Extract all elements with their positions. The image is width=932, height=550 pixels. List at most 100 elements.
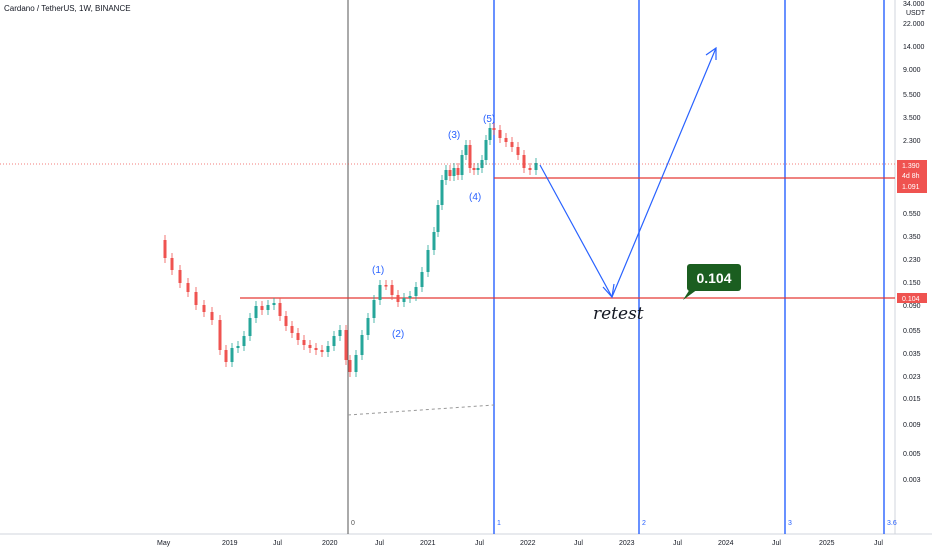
candle-body: [534, 163, 538, 170]
candle-body: [432, 232, 436, 250]
candle-body: [163, 240, 167, 258]
candle-body: [302, 340, 306, 345]
current-price-value: 1.390: [902, 163, 920, 170]
candle-body: [378, 285, 382, 300]
wave-label-4: (4): [469, 192, 481, 203]
candle-body: [390, 285, 394, 295]
candle-body: [326, 346, 330, 352]
candle-body: [522, 155, 526, 168]
x-tick-4: Jul: [375, 540, 384, 547]
y-tick-14: 0.035: [903, 351, 921, 358]
cycle-label-0: 0: [351, 520, 355, 527]
y-tick-9: 0.350: [903, 234, 921, 241]
candle-body: [354, 355, 358, 372]
y-tick-0: 34.000: [903, 1, 925, 8]
candle-body: [498, 130, 502, 138]
candle-body: [296, 333, 300, 340]
candle-body: [420, 272, 424, 287]
price-callout: 0.104: [683, 264, 741, 300]
candle-body: [452, 168, 456, 176]
y-tick-1: 22.000: [903, 21, 925, 28]
x-tick-5: 2021: [420, 540, 436, 547]
candle-body: [186, 283, 190, 292]
price-callout-text: 0.104: [696, 270, 731, 286]
x-tick-9: 2023: [619, 540, 635, 547]
candle-body: [440, 180, 444, 205]
x-tick-13: 2025: [819, 540, 835, 547]
chart-title: Cardano / TetherUS, 1W, BINANCE: [4, 4, 131, 13]
y-tick-17: 0.009: [903, 422, 921, 429]
candle-body: [272, 303, 276, 305]
y-tick-12: 0.090: [903, 303, 921, 310]
candle-body: [248, 318, 252, 336]
candle-body: [210, 312, 214, 320]
candle-body: [444, 170, 448, 180]
candle-body: [224, 350, 228, 362]
candles: [163, 123, 538, 377]
countdown-value: 4d 8h: [902, 173, 920, 180]
cycle-label-1: 1: [497, 520, 501, 527]
wave-label-1: (1): [372, 265, 384, 276]
candle-body: [504, 138, 508, 142]
cycle-label-3: 3: [788, 520, 792, 527]
candle-body: [278, 303, 282, 316]
candle-body: [332, 336, 336, 346]
candle-body: [426, 250, 430, 272]
candle-body: [202, 305, 206, 312]
wave-label-5: (5): [483, 114, 495, 125]
cycle-label-4: 3.6: [887, 520, 897, 527]
candle-body: [230, 348, 234, 362]
candle-body: [492, 128, 496, 130]
y-tick-6: 2.300: [903, 138, 921, 145]
resistance-value: 1.091: [902, 184, 920, 191]
x-tick-0: May: [157, 540, 171, 547]
candle-body: [290, 326, 294, 333]
y-tick-10: 0.230: [903, 257, 921, 264]
x-tick-1: 2019: [222, 540, 238, 547]
candle-body: [414, 287, 418, 296]
cycle-label-2: 2: [642, 520, 646, 527]
candle-body: [372, 300, 376, 318]
candle-body: [396, 295, 400, 302]
candle-body: [460, 155, 464, 175]
y-tick-4: 5.500: [903, 92, 921, 99]
retest-annotation: retest: [593, 304, 644, 324]
y-tick-2: 14.000: [903, 44, 925, 51]
x-tick-2: Jul: [273, 540, 282, 547]
candle-body: [314, 348, 318, 350]
candle-body: [456, 168, 460, 175]
candle-body: [360, 335, 364, 355]
y-tick-13: 0.055: [903, 328, 921, 335]
y-tick-8: 0.550: [903, 211, 921, 218]
candle-body: [194, 292, 198, 305]
y-tick-11: 0.150: [903, 280, 921, 287]
candle-body: [488, 128, 492, 140]
wave-label-3: (3): [448, 130, 460, 141]
x-tick-14: Jul: [874, 540, 883, 547]
candle-body: [464, 145, 468, 155]
x-tick-7: 2022: [520, 540, 536, 547]
arrowhead-low: [602, 283, 615, 299]
candle-body: [476, 168, 480, 170]
candle-body: [254, 306, 258, 318]
y-tick-16: 0.015: [903, 396, 921, 403]
y-tick-5: 3.500: [903, 115, 921, 122]
projection-path: [539, 47, 717, 299]
candle-body: [308, 345, 312, 348]
candle-body: [348, 360, 352, 372]
candle-body: [260, 306, 264, 310]
x-tick-6: Jul: [475, 540, 484, 547]
candle-body: [284, 316, 288, 326]
y-unit: USDT: [906, 10, 926, 17]
candle-body: [338, 330, 342, 336]
y-tick-3: 9.000: [903, 67, 921, 74]
candle-body: [320, 350, 324, 352]
candle-body: [344, 330, 348, 360]
y-tick-19: 0.003: [903, 477, 921, 484]
candle-body: [366, 318, 370, 335]
candle-body: [468, 145, 472, 168]
x-tick-11: 2024: [718, 540, 734, 547]
candle-body: [170, 258, 174, 270]
candle-body: [178, 270, 182, 283]
